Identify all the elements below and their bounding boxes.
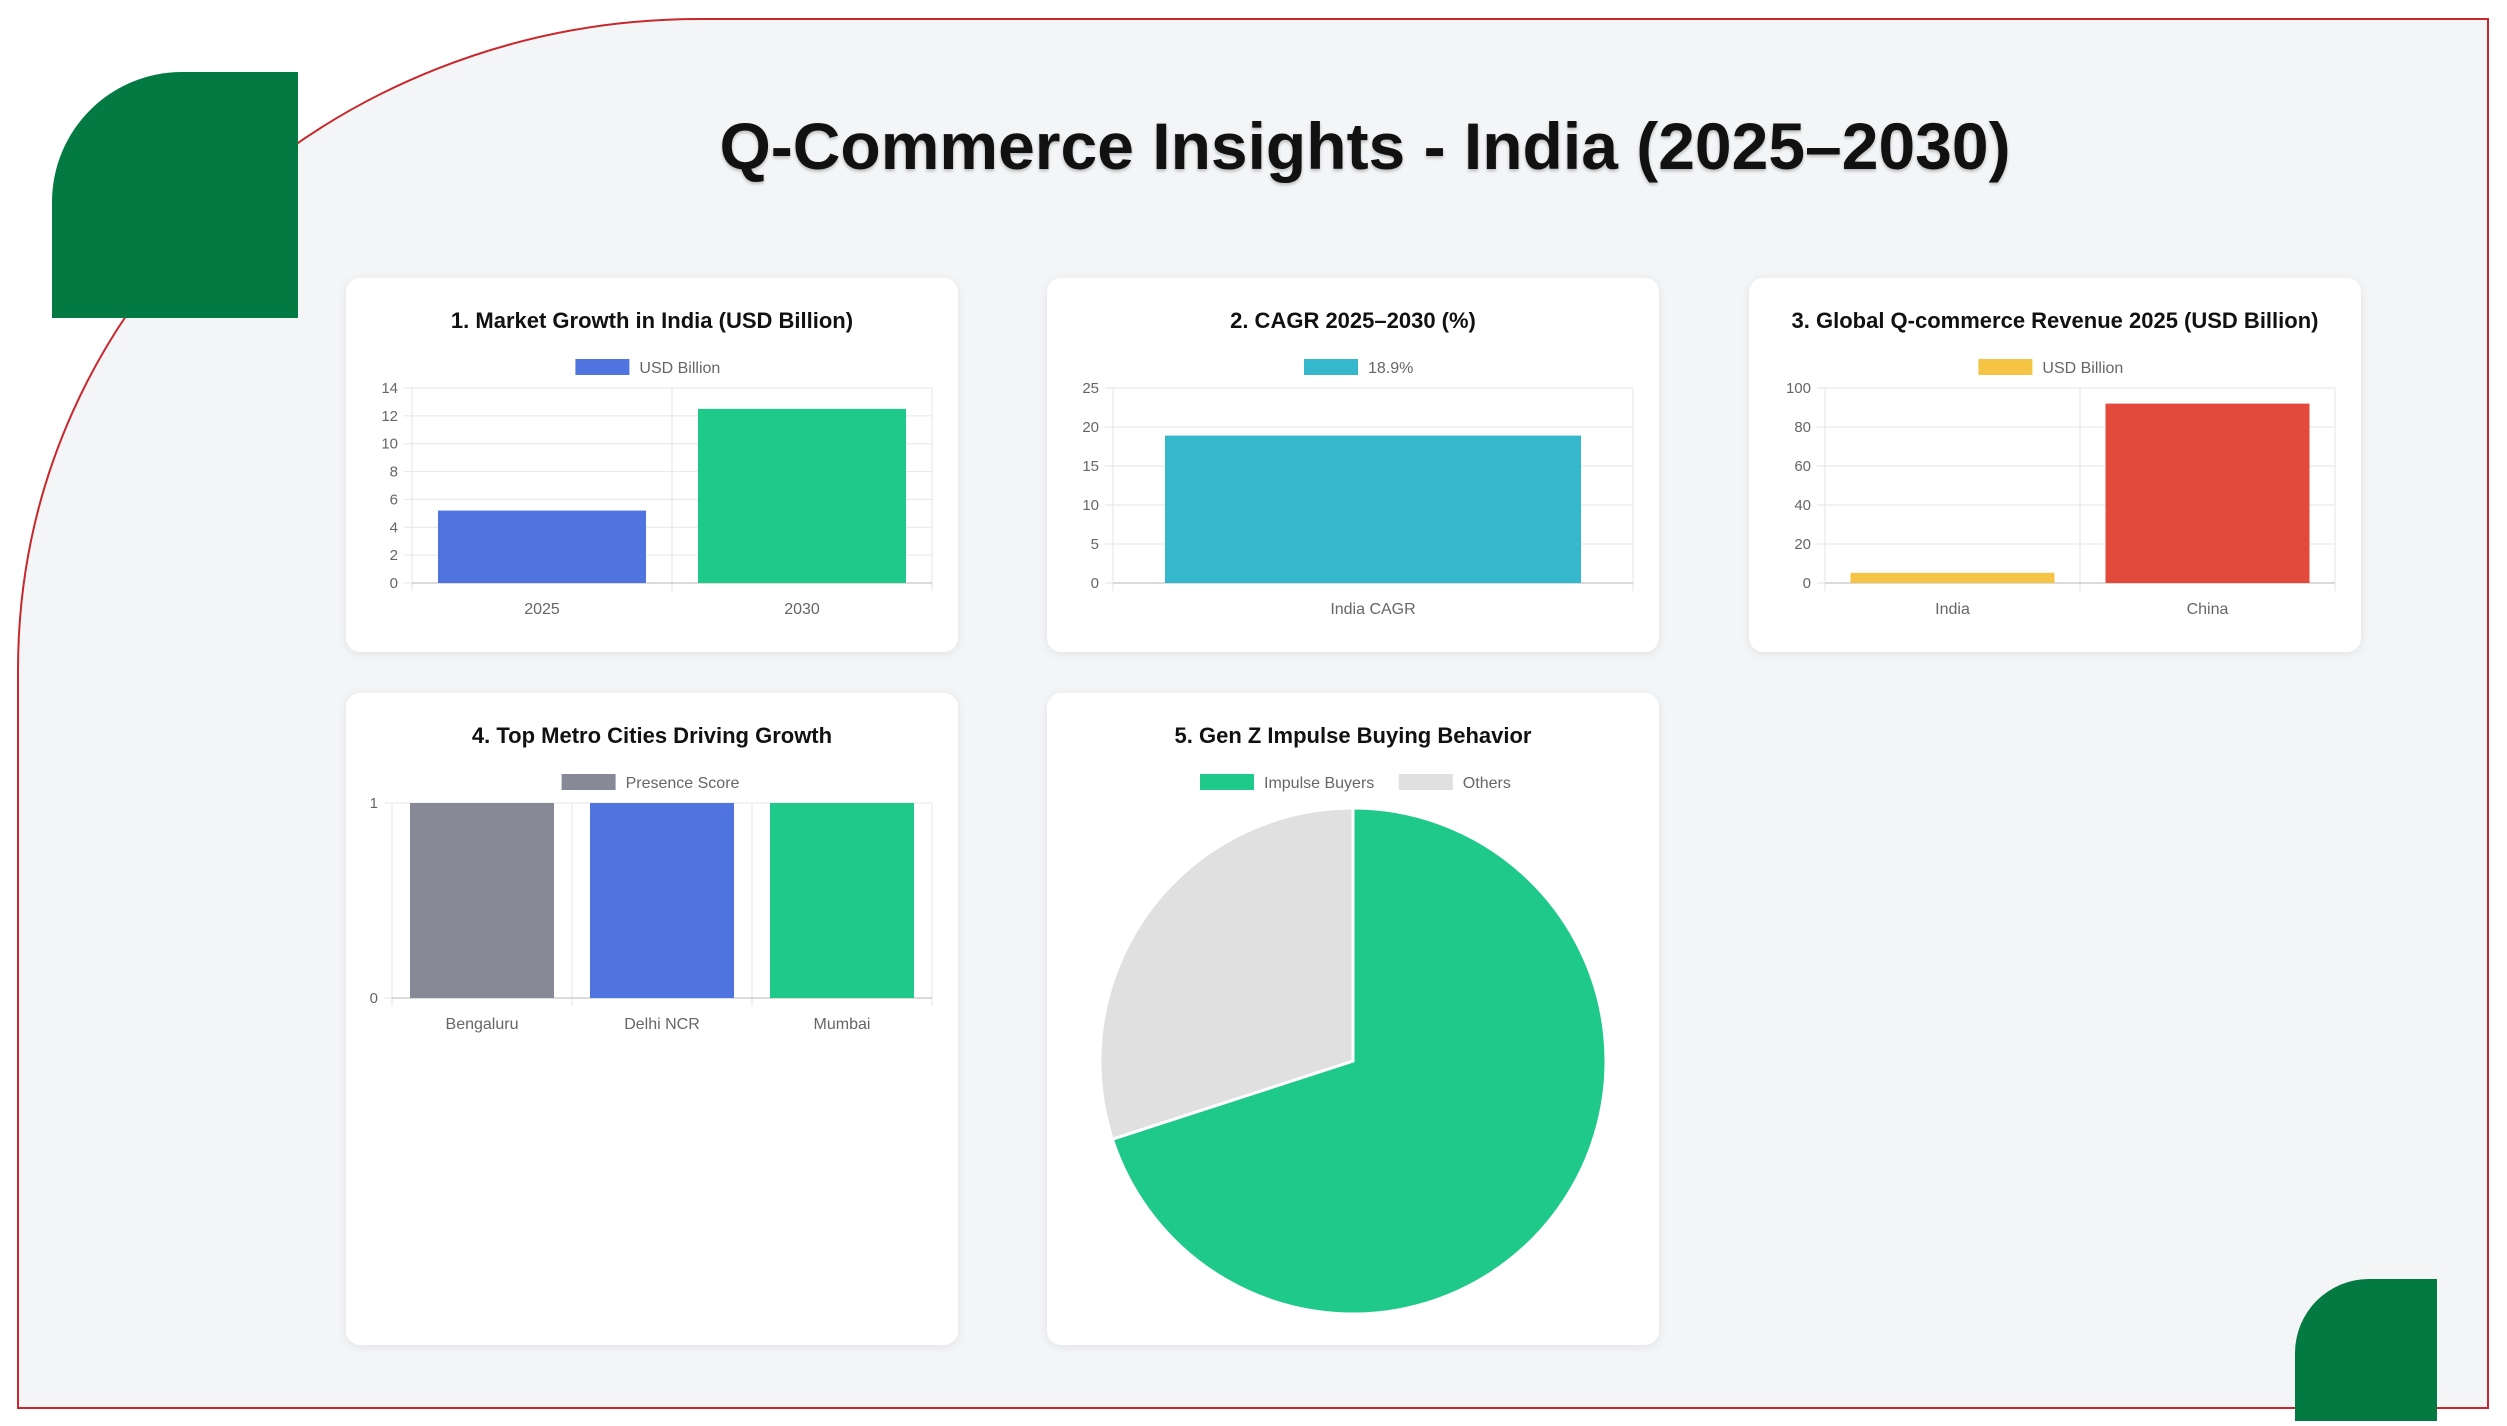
legend-swatch <box>1978 359 2033 375</box>
y-tick-label: 12 <box>381 408 398 425</box>
y-tick-label: 0 <box>390 575 398 592</box>
legend-swatch <box>1398 774 1453 790</box>
bar <box>698 408 906 583</box>
pie-slice <box>1098 806 1355 1142</box>
genz-impulse-chart: Impulse Buyers Others <box>1098 774 1608 1316</box>
legend-label: Impulse Buyers <box>1264 775 1374 792</box>
y-tick-label: 2 <box>390 547 398 564</box>
chart-title: 4. Top Metro Cities Driving Growth <box>471 723 833 748</box>
y-tick-label: 100 <box>1786 380 1811 397</box>
y-tick-label: 5 <box>1091 536 1099 553</box>
chart-card-global-revenue: 3. Global Q-commerce Revenue 2025 (USD B… <box>1749 278 2361 652</box>
y-tick-label: 20 <box>1794 536 1811 553</box>
chart-title: 5. Gen Z Impulse Buying Behavior <box>1174 723 1532 748</box>
y-tick-label: 80 <box>1794 419 1811 436</box>
bar <box>1165 435 1581 583</box>
chart-card-metro-cities: 4. Top Metro Cities Driving Growth Prese… <box>346 693 958 1345</box>
y-tick-label: 6 <box>390 491 398 508</box>
y-tick-label: 1 <box>370 795 378 812</box>
x-tick-label: 2030 <box>784 601 820 618</box>
legend-label: USD Billion <box>639 360 720 377</box>
legend-label: 18.9% <box>1368 360 1413 377</box>
chart-title: 2. CAGR 2025–2030 (%) <box>1230 308 1476 333</box>
global-revenue-chart: USD Billion 0 20 40 60 80 100 India China <box>1786 359 2336 618</box>
y-tick-label: 15 <box>1082 458 1099 475</box>
bar <box>2105 403 2310 583</box>
y-tick-label: 0 <box>1803 575 1811 592</box>
page-title: Q-Commerce Insights - India (2025–2030) <box>719 109 2011 183</box>
y-tick-label: 25 <box>1082 380 1099 397</box>
legend-label: USD Billion <box>2042 360 2123 377</box>
market-growth-chart: USD Billion 0 2 4 6 8 10 12 14 2025 2030 <box>381 359 933 618</box>
y-tick-label: 8 <box>390 464 398 481</box>
corner-decoration-bottom-right <box>2295 1279 2437 1421</box>
y-tick-label: 60 <box>1794 458 1811 475</box>
corner-decoration-top-left <box>52 72 298 318</box>
legend-label: Presence Score <box>626 775 740 792</box>
y-tick-label: 40 <box>1794 497 1811 514</box>
legend-swatch <box>1200 774 1254 790</box>
y-tick-label: 20 <box>1082 419 1099 436</box>
legend-label: Others <box>1463 775 1511 792</box>
x-tick-label: 2025 <box>524 601 560 618</box>
chart-card-genz-impulse: 5. Gen Z Impulse Buying Behavior Impulse… <box>1047 693 1659 1345</box>
legend-swatch <box>561 774 616 790</box>
y-tick-label: 4 <box>390 519 398 536</box>
x-tick-label: Mumbai <box>814 1016 871 1033</box>
chart-title: 1. Market Growth in India (USD Billion) <box>450 308 854 333</box>
legend-swatch <box>1304 359 1358 375</box>
chart-card-cagr: 2. CAGR 2025–2030 (%) 18.9% 0 5 10 15 20 25 Ind… <box>1047 278 1659 652</box>
bar <box>770 803 914 998</box>
x-tick-label: Delhi NCR <box>624 1016 700 1033</box>
y-tick-label: 14 <box>381 380 398 397</box>
x-tick-label: China <box>2187 601 2229 618</box>
y-tick-label: 10 <box>1082 497 1099 514</box>
chart-title: 3. Global Q-commerce Revenue 2025 (USD B… <box>1791 308 2319 333</box>
metro-cities-chart: Presence Score 0 1 Bengaluru Delhi NCR Mumbai <box>370 774 933 1033</box>
bar <box>410 803 554 998</box>
cagr-chart: 18.9% 0 5 10 15 20 25 India CAGR <box>1082 359 1634 618</box>
y-tick-label: 10 <box>381 436 398 453</box>
bar <box>438 510 646 583</box>
y-tick-label: 0 <box>1091 575 1099 592</box>
x-tick-label: India <box>1935 601 1970 618</box>
bar <box>1850 572 2055 583</box>
x-tick-label: Bengaluru <box>446 1016 519 1033</box>
x-tick-label: India CAGR <box>1330 601 1415 618</box>
y-tick-label: 0 <box>370 990 378 1007</box>
chart-card-market-growth: 1. Market Growth in India (USD Billion) … <box>346 278 958 652</box>
pie-slice <box>1110 806 1608 1316</box>
legend-swatch <box>575 359 630 375</box>
bar <box>590 803 734 998</box>
